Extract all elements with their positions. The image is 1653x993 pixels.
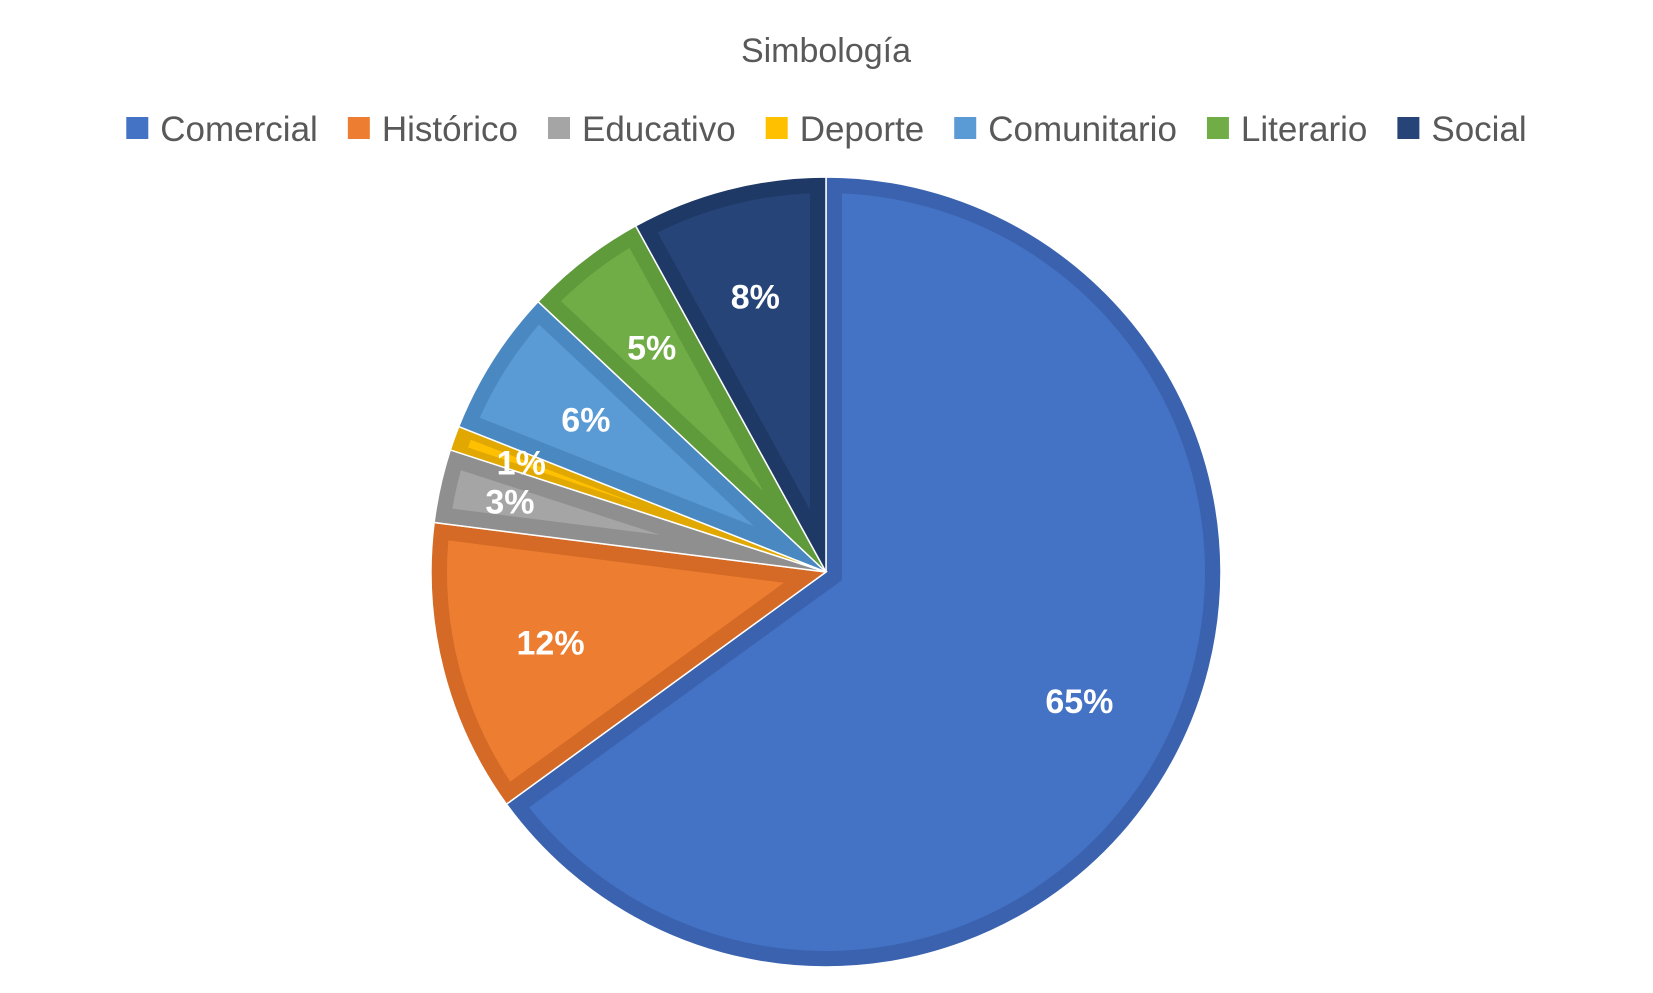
legend-swatch-comunitario: [954, 117, 977, 139]
legend-label-educativo: Educativo: [582, 110, 736, 149]
chart-title: Simbología: [741, 32, 911, 70]
legend-item-literario: Literario: [1206, 110, 1367, 149]
data-label-social: 8%: [731, 279, 780, 317]
data-label-historico: 12%: [517, 625, 585, 663]
legend-swatch-comercial: [126, 117, 149, 139]
legend-swatch-educativo: [547, 117, 570, 139]
legend-item-deporte: Deporte: [765, 110, 925, 149]
data-label-comercial: 65%: [1045, 683, 1113, 721]
legend-label-comercial: Comercial: [160, 110, 318, 149]
slice-comercial-fill: [529, 193, 1205, 952]
legend-swatch-social: [1397, 117, 1420, 139]
legend-item-historico: Histórico: [347, 110, 518, 149]
slice-historico: [430, 521, 828, 806]
data-label-deporte: 1%: [497, 444, 546, 482]
legend: Comercial Histórico Educativo Deporte Comuni…: [126, 110, 1527, 149]
legend-label-comunitario: Comunitario: [988, 110, 1177, 149]
slice-comercial: [505, 176, 1222, 968]
legend-item-educativo: Educativo: [547, 110, 736, 149]
legend-label-deporte: Deporte: [800, 110, 925, 149]
slice-educativo-fill: [452, 470, 661, 535]
slice-social-fill: [657, 193, 811, 510]
data-label-educativo: 3%: [485, 483, 534, 521]
pie-data-labels: 65% 12% 3%1% 6% 5% 8%: [485, 279, 1113, 722]
legend-label-literario: Literario: [1241, 110, 1367, 149]
data-label-literario: 5%: [627, 329, 676, 367]
legend-label-social: Social: [1431, 110, 1526, 149]
legend-swatch-historico: [347, 117, 370, 139]
legend-swatch-deporte: [765, 117, 788, 139]
legend-item-comunitario: Comunitario: [954, 110, 1177, 149]
legend-item-social: Social: [1397, 110, 1527, 149]
slice-literario-fill: [560, 247, 764, 492]
legend-item-comercial: Comercial: [126, 110, 318, 149]
slice-historico-fill: [447, 540, 784, 782]
slice-social: [634, 176, 827, 573]
data-label-comunitario: 6%: [561, 402, 610, 440]
legend-label-historico: Histórico: [382, 110, 518, 149]
slice-comunitario: [457, 300, 827, 573]
slice-deporte-fill: [468, 439, 641, 506]
legend-swatch-literario: [1206, 117, 1229, 139]
slice-comunitario-fill: [479, 324, 754, 527]
pie-slices: [430, 176, 1222, 968]
